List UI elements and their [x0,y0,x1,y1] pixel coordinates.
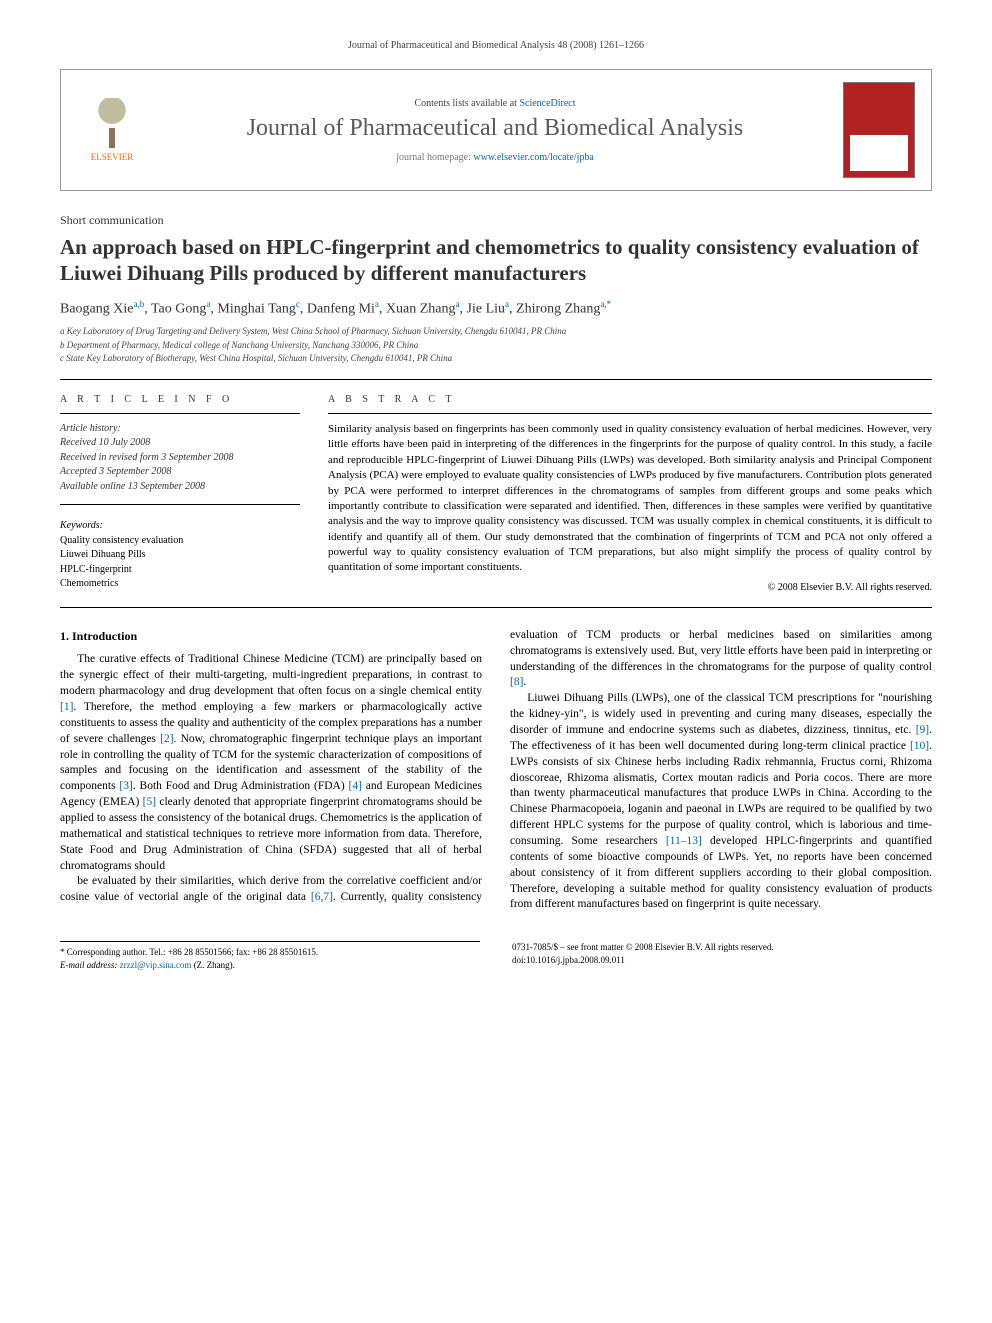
article-info-heading: A R T I C L E I N F O [60,394,300,405]
citation-ref[interactable]: [8] [510,676,523,688]
email-person: (Z. Zhang). [194,960,235,970]
email-label: E-mail address: [60,960,117,970]
page-footer: * Corresponding author. Tel.: +86 28 855… [60,941,932,971]
info-rule [60,413,300,414]
abstract-copyright: © 2008 Elsevier B.V. All rights reserved… [328,582,932,593]
citation-ref[interactable]: [5] [143,796,156,808]
corr-email-link[interactable]: zrzzl@vip.sina.com [120,960,192,970]
corresponding-author-block: * Corresponding author. Tel.: +86 28 855… [60,941,480,971]
running-head: Journal of Pharmaceutical and Biomedical… [60,40,932,51]
info-rule-2 [60,504,300,505]
affiliation-line: c State Key Laboratory of Biotherapy, We… [60,352,932,365]
citation-ref[interactable]: [6,7] [311,891,333,903]
keywords-label: Keywords: [60,519,300,534]
contents-line: Contents lists available at ScienceDirec… [147,98,843,109]
article-title: An approach based on HPLC-fingerprint an… [60,234,932,287]
article-info-column: A R T I C L E I N F O Article history: R… [60,394,300,593]
article-history: Article history: Received 10 July 2008Re… [60,422,300,495]
journal-name: Journal of Pharmaceutical and Biomedical… [147,115,843,142]
header-center: Contents lists available at ScienceDirec… [147,98,843,163]
contents-prefix: Contents lists available at [414,98,519,109]
affiliations: a Key Laboratory of Drug Targeting and D… [60,325,932,365]
section-heading-intro: 1. Introduction [60,628,482,645]
abstract-body: Similarity analysis based on fingerprint… [328,422,932,576]
info-abstract-row: A R T I C L E I N F O Article history: R… [60,394,932,593]
keyword-line: Liuwei Dihuang Pills [60,548,300,563]
intro-paragraph-3: Liuwei Dihuang Pills (LWPs), one of the … [510,691,932,913]
history-line: Accepted 3 September 2008 [60,465,300,480]
keywords-block: Keywords: Quality consistency evaluation… [60,519,300,592]
abstract-rule [328,413,932,414]
citation-ref[interactable]: [9] [916,724,929,736]
homepage-link[interactable]: www.elsevier.com/locate/jpba [473,152,593,163]
elsevier-tree-icon [87,98,137,148]
citation-ref[interactable]: [1] [60,701,73,713]
citation-ref[interactable]: [4] [349,780,362,792]
affiliation-line: a Key Laboratory of Drug Targeting and D… [60,325,932,338]
doi-line: doi:10.1016/j.jpba.2008.09.011 [512,954,932,967]
homepage-prefix: journal homepage: [396,152,473,163]
citation-ref[interactable]: [3] [119,780,132,792]
history-line: Received 10 July 2008 [60,436,300,451]
sciencedirect-link[interactable]: ScienceDirect [519,98,575,109]
journal-header: ELSEVIER Contents lists available at Sci… [60,69,932,191]
article-type: Short communication [60,213,932,228]
rule-bottom [60,607,932,608]
corr-line: * Corresponding author. Tel.: +86 28 855… [60,946,480,959]
journal-cover-thumbnail [843,82,915,178]
abstract-column: A B S T R A C T Similarity analysis base… [328,394,932,593]
publisher-name: ELSEVIER [77,152,147,162]
citation-ref[interactable]: [10] [910,740,929,752]
affiliation-line: b Department of Pharmacy, Medical colleg… [60,339,932,352]
history-label: Article history: [60,422,300,437]
rule-top [60,379,932,380]
keyword-line: HPLC-fingerprint [60,563,300,578]
citation-ref[interactable]: [11–13] [666,835,702,847]
citation-ref[interactable]: [2] [160,733,173,745]
intro-paragraph-1: The curative effects of Traditional Chin… [60,652,482,874]
authors-line: Baogang Xiea,b, Tao Gonga, Minghai Tangc… [60,299,932,318]
history-line: Available online 13 September 2008 [60,480,300,495]
publisher-logo: ELSEVIER [77,98,147,162]
issn-doi-block: 0731-7085/$ – see front matter © 2008 El… [512,941,932,971]
keyword-line: Chemometrics [60,577,300,592]
history-line: Received in revised form 3 September 200… [60,451,300,466]
keyword-line: Quality consistency evaluation [60,534,300,549]
issn-line: 0731-7085/$ – see front matter © 2008 El… [512,941,932,954]
body-columns: 1. Introduction The curative effects of … [60,628,932,913]
abstract-heading: A B S T R A C T [328,394,932,405]
homepage-line: journal homepage: www.elsevier.com/locat… [147,152,843,163]
